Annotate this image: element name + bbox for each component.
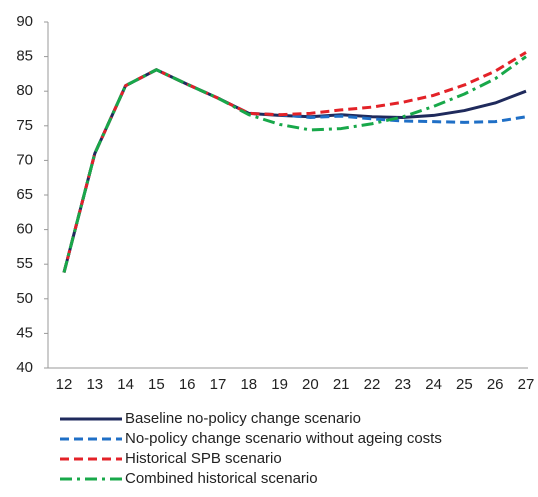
legend-label: No-policy change scenario without ageing… — [125, 430, 442, 447]
series-line — [62, 55, 527, 273]
y-tick-label: 65 — [16, 186, 33, 203]
y-tick-label: 50 — [16, 290, 33, 307]
legend-label: Combined historical scenario — [125, 470, 318, 487]
x-tick-label: 16 — [179, 376, 196, 393]
legend-label: Historical SPB scenario — [125, 450, 282, 467]
x-tick-label: 22 — [364, 376, 381, 393]
y-tick-label: 45 — [16, 324, 33, 341]
x-tick-label: 12 — [56, 376, 73, 393]
x-tick-label: 26 — [487, 376, 504, 393]
x-tick-label: 19 — [271, 376, 288, 393]
y-tick-label: 90 — [16, 13, 33, 30]
x-tick-label: 13 — [86, 376, 103, 393]
series-line — [62, 68, 527, 273]
x-tick-label: 14 — [117, 376, 134, 393]
x-tick-label: 27 — [518, 376, 535, 393]
y-tick-label: 85 — [16, 48, 33, 65]
y-tick-label: 40 — [16, 359, 33, 376]
x-tick-label: 17 — [210, 376, 227, 393]
x-tick-label: 24 — [425, 376, 442, 393]
series-line — [62, 68, 527, 273]
y-tick-label: 60 — [16, 221, 33, 238]
legend-label: Baseline no-policy change scenario — [125, 410, 361, 427]
x-tick-label: 20 — [302, 376, 319, 393]
y-tick-label: 70 — [16, 151, 33, 168]
x-tick-label: 18 — [240, 376, 257, 393]
y-tick-label: 55 — [16, 255, 33, 272]
y-tick-label: 75 — [16, 117, 33, 134]
x-tick-label: 21 — [333, 376, 350, 393]
y-tick-label: 80 — [16, 82, 33, 99]
x-tick-label: 25 — [456, 376, 473, 393]
x-tick-label: 23 — [394, 376, 411, 393]
series-line — [62, 51, 527, 273]
x-tick-label: 15 — [148, 376, 165, 393]
